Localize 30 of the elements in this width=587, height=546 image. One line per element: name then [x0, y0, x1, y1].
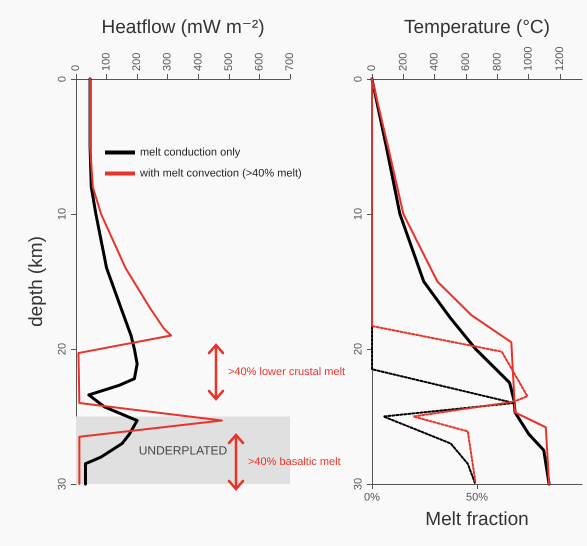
- y-tick-label: 30: [352, 478, 364, 490]
- x-tick-label: 200: [131, 52, 144, 71]
- y-tick-label: 0: [56, 76, 68, 82]
- x2-axis-title: Temperature (°C): [404, 17, 550, 38]
- x-tick-label: 0: [70, 64, 82, 71]
- band-label: UNDERPLATED: [138, 443, 228, 458]
- x-tick-label: 100: [100, 52, 113, 71]
- y-axis-title: depth (km): [26, 236, 47, 327]
- x-tick-label: 400: [192, 52, 204, 71]
- y-tick-label: 30: [56, 478, 68, 490]
- x-axis-title: Melt fraction: [425, 509, 529, 530]
- x2-tick-label: 1200: [554, 46, 566, 71]
- y-tick-label: 10: [352, 208, 364, 220]
- y-tick-label: 0: [352, 76, 364, 82]
- legend-label: with melt convection (>40% melt): [139, 168, 302, 180]
- x2-tick-label: 1000: [522, 46, 535, 71]
- annotation: >40% lower crustal melt: [228, 365, 346, 380]
- legend-label: melt conduction only: [140, 146, 241, 158]
- x-tick-label: 300: [162, 52, 174, 71]
- x2-tick-label: 800: [491, 52, 504, 71]
- x-tick-label: 700: [284, 52, 296, 71]
- x-axis-title: Heatflow (mW m⁻²): [101, 17, 265, 38]
- x-tick-label: 0%: [364, 492, 380, 504]
- x-tick-label: 50%: [466, 492, 488, 504]
- y-tick-label: 10: [56, 208, 68, 220]
- x-tick-label: 600: [253, 52, 266, 71]
- y-tick-label: 20: [56, 342, 68, 356]
- x-tick-label: 500: [222, 52, 235, 71]
- annotation: >40% basaltic melt: [248, 455, 341, 470]
- y-tick-label: 20: [352, 342, 364, 356]
